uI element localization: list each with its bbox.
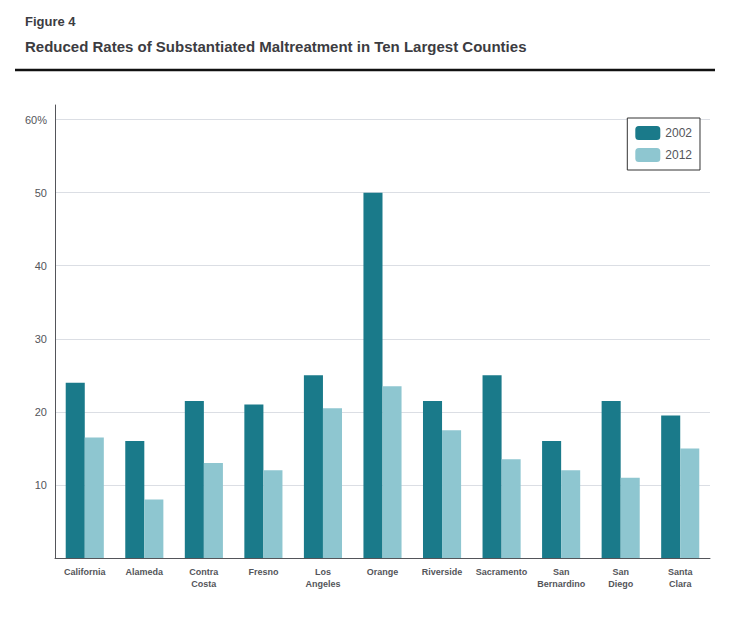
- svg-text:Fresno: Fresno: [248, 567, 279, 577]
- svg-text:2002: 2002: [665, 126, 692, 140]
- svg-text:30: 30: [35, 333, 47, 345]
- svg-text:Reduced Rates of Substantiated: Reduced Rates of Substantiated Maltreatm…: [25, 38, 526, 55]
- svg-text:Contra: Contra: [189, 567, 219, 577]
- svg-text:Figure 4: Figure 4: [25, 14, 76, 29]
- svg-text:Alameda: Alameda: [126, 567, 165, 577]
- svg-text:Los: Los: [315, 567, 331, 577]
- svg-text:Sacramento: Sacramento: [476, 567, 528, 577]
- svg-text:20: 20: [35, 406, 47, 418]
- svg-text:Orange: Orange: [367, 567, 399, 577]
- svg-text:San: San: [612, 567, 629, 577]
- svg-text:California: California: [64, 567, 107, 577]
- svg-text:Santa: Santa: [668, 567, 694, 577]
- svg-text:Bernardino: Bernardino: [537, 579, 586, 589]
- svg-text:Riverside: Riverside: [422, 567, 463, 577]
- svg-text:Costa: Costa: [191, 579, 217, 589]
- svg-text:60%: 60%: [25, 114, 47, 126]
- svg-text:2012: 2012: [665, 148, 692, 162]
- svg-text:Clara: Clara: [669, 579, 693, 589]
- svg-text:Angeles: Angeles: [305, 579, 340, 589]
- svg-text:40: 40: [35, 260, 47, 272]
- svg-text:10: 10: [35, 479, 47, 491]
- svg-text:San: San: [553, 567, 570, 577]
- svg-text:50: 50: [35, 187, 47, 199]
- svg-text:Diego: Diego: [608, 579, 634, 589]
